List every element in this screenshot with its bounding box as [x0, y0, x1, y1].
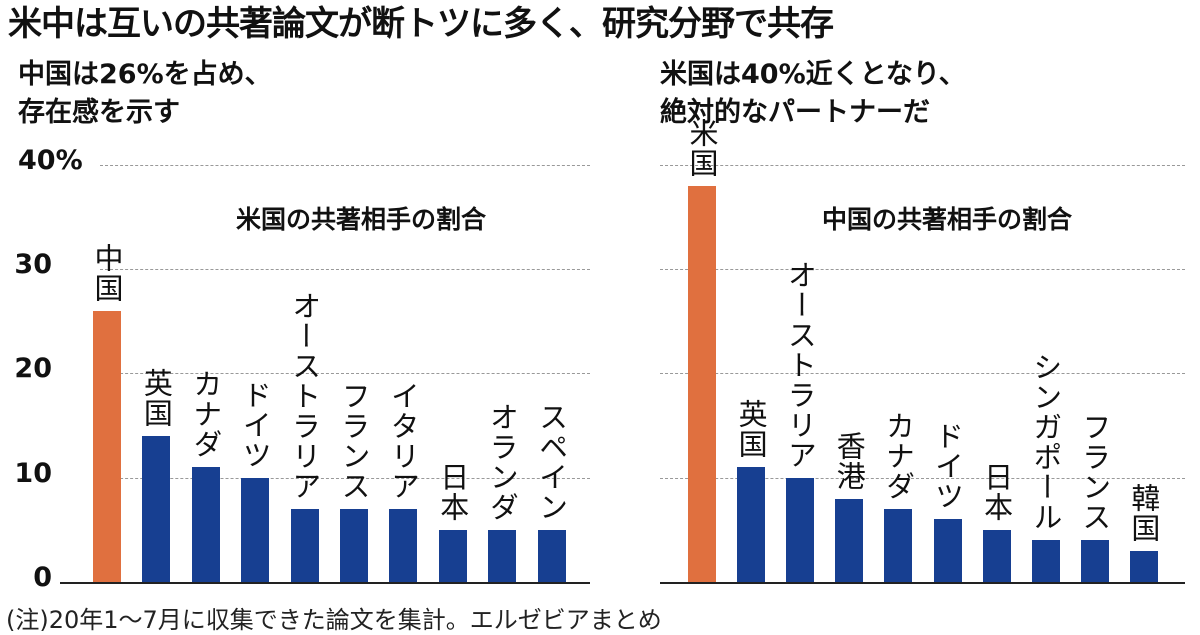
- bar-香港: [835, 498, 864, 582]
- bar-label: ドイツ: [930, 421, 965, 512]
- bar-日本: [438, 529, 467, 582]
- gridline: [660, 373, 1185, 375]
- bar-label: シンガポール: [1028, 352, 1063, 533]
- y-tick-label: 30: [14, 249, 52, 281]
- gridline: [660, 269, 1185, 271]
- gridline: [100, 269, 590, 271]
- bar-label: フランス: [1077, 412, 1112, 533]
- bar-label: 日本: [979, 461, 1014, 522]
- bar-英国: [142, 435, 171, 582]
- gridline: [660, 164, 1185, 166]
- bar-label: オーストラリア: [783, 259, 818, 470]
- bar-label: イタリア: [386, 381, 421, 501]
- bar-label: オランダ: [485, 401, 520, 522]
- bar-日本: [982, 529, 1011, 582]
- right-subtitle: 米国は40%近くとなり、 絶対的なパートナーだ: [660, 59, 966, 128]
- bar-label: カナダ: [188, 369, 223, 460]
- bar-label: フランス: [337, 381, 371, 501]
- bar-label: スペイン: [534, 401, 569, 522]
- bar-オーストラリア: [786, 477, 815, 582]
- bar-オーストラリア: [290, 508, 319, 582]
- bar-label: 中国: [90, 242, 124, 303]
- bar-米国: [688, 185, 716, 582]
- bar-ドイツ: [933, 519, 962, 582]
- bar-label: ドイツ: [238, 379, 273, 470]
- x-axis-baseline: [60, 582, 590, 584]
- bar-label: 韓国: [1126, 482, 1161, 543]
- y-tick-label: 40%: [18, 144, 83, 176]
- bar-label: 英国: [139, 367, 174, 428]
- bar-label: オーストラリア: [287, 291, 322, 501]
- y-tick-label: 10: [14, 457, 52, 489]
- bar-イタリア: [389, 508, 418, 582]
- bar-カナダ: [884, 508, 913, 582]
- bar-ドイツ: [241, 477, 270, 582]
- bar-シンガポール: [1031, 540, 1060, 582]
- gridline: [100, 373, 590, 375]
- bar-label: カナダ: [881, 411, 916, 501]
- bar-カナダ: [191, 467, 220, 582]
- bar-label: 米国: [685, 117, 719, 178]
- bar-label: 英国: [734, 399, 769, 460]
- bar-フランス: [1080, 540, 1109, 582]
- y-tick-label: 20: [14, 353, 52, 385]
- bar-label: 日本: [435, 461, 470, 522]
- bar-オランダ: [488, 529, 517, 582]
- footnote: (注)20年1〜7月に収集できた論文を集計。エルゼビアまとめ: [6, 606, 662, 634]
- right-chart-title: 中国の共著相手の割合: [822, 205, 1073, 234]
- left-chart-title: 米国の共著相手の割合: [236, 205, 487, 234]
- bar-韓国: [1129, 550, 1158, 582]
- bar-フランス: [340, 508, 368, 582]
- gridline: [100, 164, 590, 166]
- left-subtitle: 中国は26%を占め、 存在感を示す: [18, 59, 272, 128]
- headline: 米中は互いの共著論文が断トツに多く、研究分野で共存: [8, 4, 834, 44]
- gridline: [100, 477, 590, 479]
- bar-英国: [737, 467, 766, 582]
- bar-スペイン: [537, 529, 566, 582]
- bar-label: 香港: [832, 430, 867, 491]
- x-axis-baseline: [660, 582, 1185, 584]
- gridline: [660, 477, 1185, 479]
- bar-中国: [93, 310, 121, 582]
- y-tick-label: 0: [33, 562, 52, 593]
